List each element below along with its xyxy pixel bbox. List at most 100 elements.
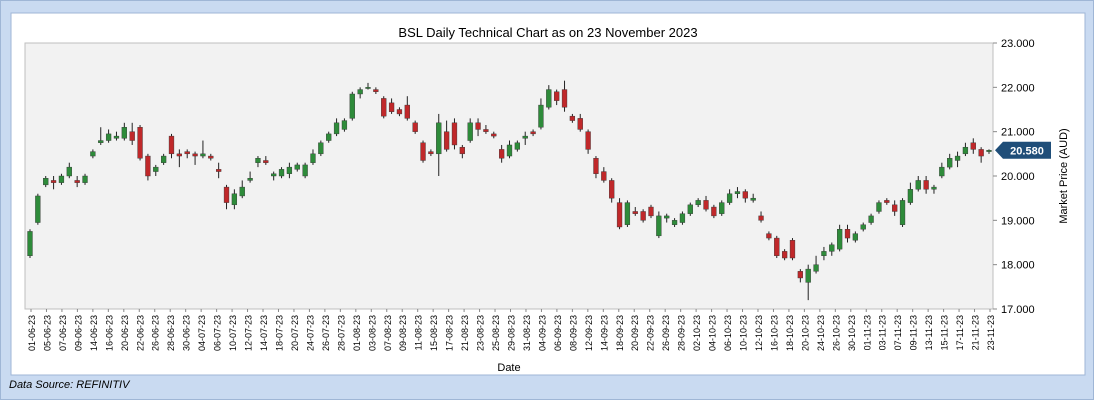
candle-body-up <box>153 166 159 172</box>
candle <box>35 193 41 225</box>
x-tick-label: 08-09-23 <box>568 315 578 351</box>
x-tick-label: 06-07-23 <box>213 315 223 351</box>
x-tick-label: 12-10-23 <box>754 315 764 351</box>
x-tick-label: 20-10-23 <box>800 315 810 351</box>
candle-body-up <box>90 151 96 157</box>
candle-body-down <box>616 202 623 228</box>
candle <box>876 200 882 214</box>
candle <box>640 209 646 223</box>
candle-body-up <box>939 166 945 177</box>
y-tick-label: 21.000 <box>1001 127 1035 139</box>
candle <box>506 140 513 159</box>
candle <box>349 91 355 121</box>
x-tick-label: 17-11-23 <box>955 315 965 350</box>
x-tick-label: 11-08-23 <box>414 315 424 350</box>
candle <box>326 131 332 143</box>
candle <box>459 144 465 159</box>
candle <box>208 153 214 161</box>
x-tick-label: 13-11-23 <box>924 315 934 350</box>
x-tick-label: 26-07-23 <box>321 315 331 351</box>
candle-body-up <box>326 133 332 141</box>
y-axis-ticks: 17.000 18.000 19.000 20.000 21.000 22.000 23.0… <box>993 38 1035 316</box>
candle <box>781 249 788 261</box>
candle <box>66 162 72 179</box>
candle-body-down <box>404 104 410 119</box>
candle-body-up <box>302 164 308 177</box>
candle-body-up <box>349 93 355 119</box>
candle <box>711 204 717 219</box>
candle-body-up <box>671 220 678 225</box>
candle <box>302 162 308 179</box>
candle <box>805 264 811 301</box>
candle-body-down <box>491 133 497 137</box>
candle-body-down <box>451 122 458 146</box>
x-tick-label: 12-09-23 <box>584 315 594 351</box>
candle <box>341 118 348 132</box>
candle-body-down <box>892 204 898 212</box>
candle <box>648 204 654 219</box>
candle <box>443 120 450 152</box>
candle <box>962 142 969 157</box>
candle-body-up <box>750 197 756 201</box>
candle <box>255 156 261 168</box>
x-axis-label: Date <box>497 362 520 374</box>
y-tick-label: 20.000 <box>1001 171 1035 183</box>
candle <box>954 151 961 168</box>
plot-area <box>24 42 994 310</box>
candle <box>923 176 929 194</box>
x-tick-label: 15-08-23 <box>429 315 439 351</box>
candle-body-up <box>664 215 670 219</box>
candle-body-down <box>137 127 143 159</box>
candle-body-up <box>813 264 819 272</box>
candle-body-up <box>829 244 835 252</box>
candle-body-up <box>931 186 937 190</box>
candle <box>216 162 222 179</box>
candle-body-down <box>844 228 851 239</box>
candle-body-down <box>703 200 709 210</box>
candle <box>58 173 65 185</box>
candle <box>671 218 678 227</box>
candle <box>884 198 890 205</box>
candle <box>467 118 473 143</box>
candle <box>27 229 33 259</box>
x-tick-label: 14-06-23 <box>89 315 99 351</box>
x-tick-label: 20-06-23 <box>120 315 130 351</box>
candle-body-up <box>318 142 324 155</box>
candle <box>357 87 363 99</box>
candle <box>554 89 560 106</box>
candle-body-up <box>947 158 953 168</box>
candle <box>90 149 96 159</box>
candle-body-up <box>656 215 662 237</box>
candle <box>404 96 410 121</box>
candle <box>176 149 182 168</box>
candlestick-chart: BSL Daily Technical Chart as on 23 Novem… <box>10 12 1086 376</box>
candle <box>561 80 568 112</box>
candle-body-down <box>884 200 890 203</box>
candle <box>420 140 426 163</box>
x-tick-label: 10-10-23 <box>739 315 749 351</box>
candle-body-up <box>278 169 285 177</box>
candle <box>821 246 827 261</box>
candle-body-down <box>648 206 654 217</box>
candle <box>664 213 670 223</box>
candle <box>601 167 607 183</box>
x-tick-label: 18-07-23 <box>274 315 284 351</box>
x-tick-label: 16-06-23 <box>104 315 114 351</box>
candle-body-down <box>373 89 379 92</box>
candle <box>616 198 623 230</box>
x-tick-label: 29-08-23 <box>507 315 517 351</box>
candle-body-down <box>923 180 929 190</box>
candle-body-down <box>499 149 505 159</box>
candle-body-down <box>459 146 465 155</box>
candle-body-up <box>514 142 520 150</box>
x-tick-label: 26-09-23 <box>661 315 671 351</box>
candle-body-down <box>216 169 222 172</box>
candle-body-up <box>247 178 253 181</box>
candle <box>609 178 615 203</box>
x-tick-label: 14-07-23 <box>259 315 269 351</box>
candle-body-up <box>726 193 733 203</box>
x-tick-label: 22-06-23 <box>135 315 145 351</box>
candle <box>105 129 112 143</box>
candle <box>365 82 371 90</box>
candle-body-up <box>27 231 33 257</box>
